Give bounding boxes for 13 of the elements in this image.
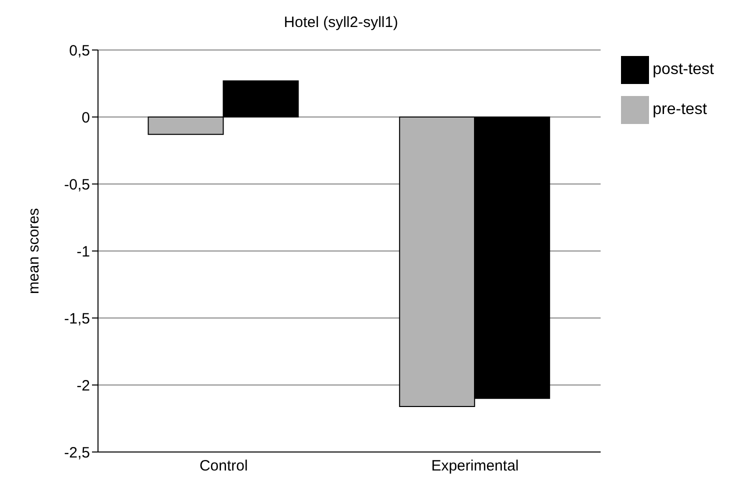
y-tick-label: 0,5 (69, 42, 90, 60)
y-axis-title: mean scores (25, 208, 42, 294)
chart-title: Hotel (syll2-syll1) (282, 13, 400, 33)
x-tick-label: Control (199, 458, 248, 475)
x-tick-label: Experimental (431, 458, 519, 475)
y-tick-label: -2 (76, 377, 90, 394)
y-tick-label: -0,5 (64, 176, 90, 194)
y-tick-label: -1 (76, 243, 90, 260)
y-tick-label: -1,5 (64, 310, 90, 328)
y-tick-label: 0 (82, 109, 90, 126)
legend-label: pre-test (652, 101, 707, 118)
y-tick-label: -2,5 (64, 444, 90, 462)
legend-label: post-test (652, 61, 714, 78)
